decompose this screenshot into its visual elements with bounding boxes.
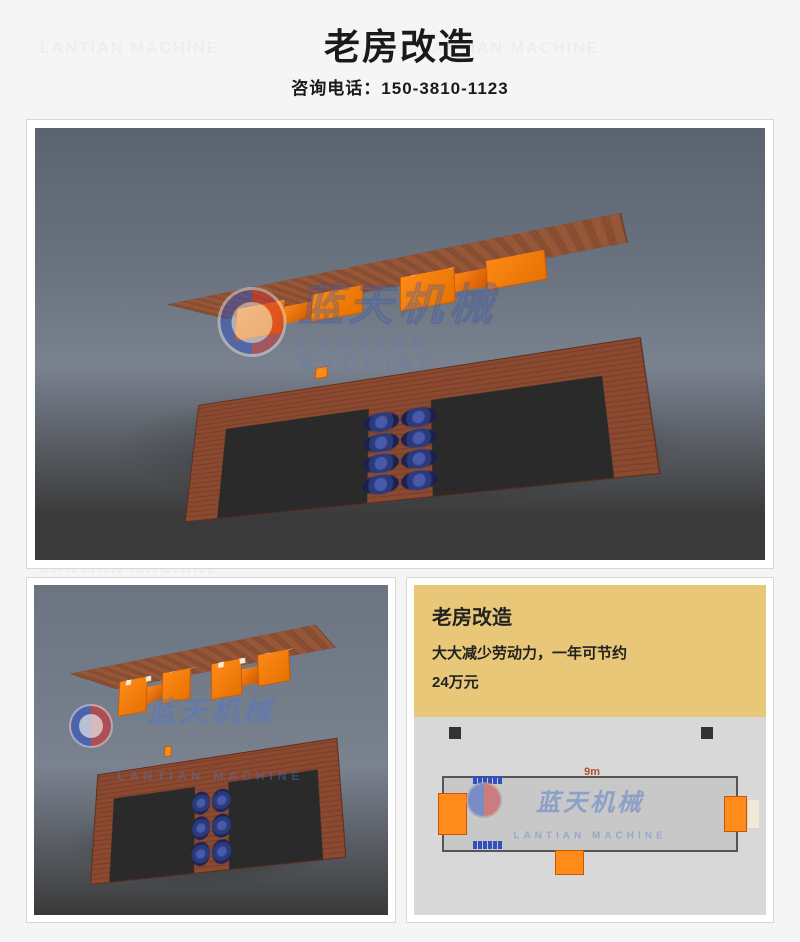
- plan-unit: [724, 796, 747, 832]
- info-desc-line2: 24万元: [432, 674, 479, 691]
- plan-fan-strip: [473, 841, 502, 849]
- logo-icon: [218, 287, 287, 357]
- fan-icon: [363, 473, 399, 496]
- main-3d-render: 蓝天机械 LANTIAN MACHINE: [35, 128, 765, 560]
- info-card: 老房改造 大大减少劳动力，一年可节约 24万元 9m 3m: [406, 577, 774, 923]
- plan-unit: [438, 793, 467, 836]
- dimension-width: 9m: [584, 766, 600, 778]
- door-opening: [228, 769, 322, 868]
- fan-icon: [212, 812, 231, 838]
- secondary-3d-render: 蓝天机械 LANTIAN MACHINE: [34, 585, 388, 915]
- fan-icon: [192, 790, 211, 815]
- watermark-en: LANTIAN MACHINE: [513, 830, 666, 841]
- fan-icon: [364, 431, 399, 454]
- watermark-center: 蓝天机械 LANTIAN MACHINE: [218, 269, 583, 375]
- fan-icon: [364, 452, 399, 475]
- phone-line: 咨询电话：150-3810-1123: [0, 74, 800, 99]
- control-panel: [164, 745, 171, 757]
- brick-roof: [69, 624, 335, 688]
- fan-icon: [212, 787, 231, 812]
- floor-plan: 9m 3m 蓝天机械 LANTIAN MACHINE: [414, 717, 766, 915]
- fan-icon: [401, 406, 437, 429]
- page-title: 老房改造: [0, 18, 800, 70]
- watermark-en: LANTIAN MACHINE: [299, 333, 583, 375]
- main-render-card: 蓝天机械 LANTIAN MACHINE: [26, 119, 774, 569]
- fan-icon: [401, 447, 438, 471]
- bottom-row: 蓝天机械 LANTIAN MACHINE 老房改造 大大减少劳动力，一年可节约 …: [26, 577, 774, 923]
- info-desc-line1: 大大减少劳动力，一年可节约: [432, 645, 627, 662]
- watermark-cn: 蓝天机械: [536, 783, 644, 818]
- header: 老房改造 咨询电话：150-3810-1123: [0, 0, 800, 107]
- fan-icon: [401, 426, 437, 449]
- door-opening: [432, 376, 615, 496]
- fan-icon: [401, 469, 438, 493]
- hvac-unit: [117, 676, 147, 716]
- watermark-cn: 蓝天机械: [299, 269, 583, 333]
- plan-pipe: [748, 800, 760, 828]
- logo-icon: [69, 704, 113, 748]
- secondary-render-card: 蓝天机械 LANTIAN MACHINE: [26, 577, 396, 923]
- fan-icon: [191, 840, 210, 866]
- brick-building: [91, 649, 344, 865]
- info-title: 老房改造: [432, 601, 748, 630]
- watermark-cn: 蓝天机械: [147, 690, 275, 730]
- logo-icon: [466, 782, 502, 818]
- watermark-en: LANTIAN MACHINE: [118, 769, 305, 783]
- fan-array: [363, 406, 438, 497]
- info-description: 大大减少劳动力，一年可节约 24万元: [432, 640, 748, 697]
- watermark-text: 蓝天机械 LANTIAN MACHINE: [299, 269, 583, 375]
- fan-array: [191, 787, 231, 866]
- fan-icon: [191, 815, 210, 841]
- door-opening: [109, 787, 194, 882]
- plan-unit: [555, 850, 584, 875]
- corner-marker: [701, 727, 713, 739]
- corner-marker: [449, 727, 461, 739]
- phone-label: 咨询电话：: [291, 79, 381, 98]
- fan-icon: [212, 838, 231, 865]
- phone-number: 150-3810-1123: [381, 79, 508, 98]
- door-opening: [218, 409, 369, 518]
- fan-icon: [364, 411, 399, 434]
- info-band: 老房改造 大大减少劳动力，一年可节约 24万元: [414, 585, 766, 717]
